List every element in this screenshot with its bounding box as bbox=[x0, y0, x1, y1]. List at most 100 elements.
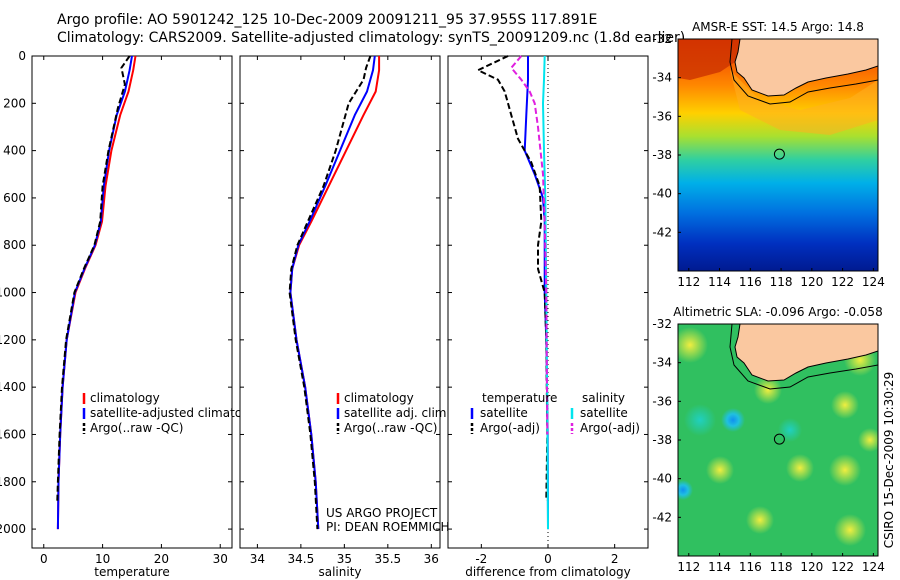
y-tick-label: 600 bbox=[3, 191, 26, 205]
panel-temperature: 0 10 20 30 0 200 400 600 800 1000 1200 1400 1600 1800… bbox=[0, 49, 268, 579]
legend-label: satellite bbox=[480, 406, 528, 420]
panel-sla-map: Altimetric SLA: -0.096 Argo: -0.058 112 11… bbox=[652, 305, 884, 574]
x-tick-label: 124 bbox=[862, 275, 885, 289]
series-line-argo-raw-qc- bbox=[56, 55, 131, 501]
legend-label: satellite-adjusted climatology bbox=[90, 406, 268, 420]
x-axis-label: difference from climatology bbox=[465, 565, 631, 579]
shelf-contour bbox=[729, 39, 878, 105]
y-tick-label: -42 bbox=[652, 510, 672, 524]
sla-anomaly bbox=[706, 456, 734, 484]
y-tick-label: -40 bbox=[652, 187, 672, 201]
panel-salinity: 34 34.5 35 35.5 36 salinity climatologysatelli… bbox=[239, 55, 450, 579]
x-tick-label: 118 bbox=[770, 560, 793, 574]
sla-anomaly bbox=[678, 480, 693, 500]
sla-anomaly bbox=[678, 327, 708, 363]
x-tick-label: 34.5 bbox=[288, 552, 315, 566]
x-tick-label: 0 bbox=[544, 552, 552, 566]
profile-title: Argo profile: AO 5901242_125 10-Dec-2009… bbox=[57, 12, 598, 28]
map-field bbox=[678, 39, 878, 271]
x-tick-label: 35 bbox=[337, 552, 352, 566]
x-tick-label: 30 bbox=[213, 552, 228, 566]
sla-anomaly bbox=[754, 376, 782, 404]
x-tick-label: 112 bbox=[677, 275, 700, 289]
x-tick-label: 114 bbox=[708, 275, 731, 289]
project-annotation: US ARGO PROJECT bbox=[326, 506, 438, 520]
plot-frame bbox=[239, 55, 441, 549]
legend-label: Argo(..raw -QC) bbox=[90, 421, 183, 435]
project-annotation: PI: DEAN ROEMMICH bbox=[326, 520, 449, 534]
x-tick-label: 124 bbox=[862, 560, 885, 574]
legend-label: satellite bbox=[580, 406, 628, 420]
y-tick-label: 400 bbox=[3, 144, 26, 158]
legend-label: climatology bbox=[344, 391, 414, 405]
x-tick-label: 116 bbox=[739, 560, 762, 574]
climatology-subtitle: Climatology: CARS2009. Satellite-adjuste… bbox=[57, 30, 686, 46]
sst-shelf-patch bbox=[730, 70, 878, 135]
legend-label: Argo(-adj) bbox=[480, 421, 540, 435]
y-tick-label: -32 bbox=[652, 32, 672, 46]
y-tick-label: -40 bbox=[652, 472, 672, 486]
argo-position-marker bbox=[773, 148, 785, 160]
x-tick-label: 2 bbox=[611, 552, 619, 566]
y-tick-label: -34 bbox=[652, 356, 672, 370]
y-tick-label: 1400 bbox=[0, 380, 26, 394]
x-tick-label: 120 bbox=[800, 560, 823, 574]
y-tick-label: -42 bbox=[652, 225, 672, 239]
x-tick-label: 112 bbox=[677, 560, 700, 574]
y-tick-label: -34 bbox=[652, 71, 672, 85]
x-tick-label: -2 bbox=[475, 552, 487, 566]
y-tick-label: 1800 bbox=[0, 475, 26, 489]
sla-anomaly bbox=[858, 428, 878, 452]
side-label: CSIRO 15-Dec-2009 10:30:29 bbox=[882, 372, 896, 549]
map-title: AMSR-E SST: 14.5 Argo: 14.8 bbox=[692, 20, 864, 34]
x-tick-label: 114 bbox=[708, 560, 731, 574]
y-tick-label: -36 bbox=[652, 109, 672, 123]
x-axis-label: salinity bbox=[318, 565, 361, 579]
x-tick-label: 20 bbox=[154, 552, 169, 566]
y-tick-label: -32 bbox=[652, 317, 672, 331]
sla-anomaly bbox=[831, 391, 859, 419]
x-tick-label: 122 bbox=[831, 560, 854, 574]
land-australia bbox=[734, 324, 878, 382]
x-tick-label: 116 bbox=[739, 275, 762, 289]
shelf-contour bbox=[729, 324, 878, 390]
x-tick-label: 118 bbox=[770, 275, 793, 289]
y-tick-label: -38 bbox=[652, 433, 672, 447]
x-tick-label: 0 bbox=[40, 552, 48, 566]
map-field bbox=[678, 324, 878, 556]
y-tick-label: 1200 bbox=[0, 333, 26, 347]
sla-anomaly bbox=[721, 408, 745, 432]
x-tick-label: 10 bbox=[95, 552, 110, 566]
y-tick-label: 800 bbox=[3, 238, 26, 252]
map-title: Altimetric SLA: -0.096 Argo: -0.058 bbox=[673, 305, 882, 319]
y-tick-label: -36 bbox=[652, 394, 672, 408]
sla-anomaly bbox=[778, 418, 802, 442]
legend-label: satellite adj. clim. bbox=[344, 406, 450, 420]
y-tick-label: 0 bbox=[18, 49, 26, 63]
legend-label: Argo(-adj) bbox=[580, 421, 640, 435]
argo-position-marker bbox=[773, 433, 785, 445]
x-tick-label: 36 bbox=[424, 552, 439, 566]
x-tick-label: 122 bbox=[831, 275, 854, 289]
legend-group-title: temperature bbox=[482, 391, 557, 405]
x-tick-label: 120 bbox=[800, 275, 823, 289]
y-tick-label: 1000 bbox=[0, 286, 26, 300]
y-tick-label: -38 bbox=[652, 148, 672, 162]
legend-group-title: salinity bbox=[582, 391, 625, 405]
y-tick-label: 200 bbox=[3, 96, 26, 110]
legend-label: climatology bbox=[90, 391, 160, 405]
panel-sst-map: AMSR-E SST: 14.5 Argo: 14.8 112 114 116 118 1… bbox=[652, 20, 884, 289]
y-tick-label: 1600 bbox=[0, 427, 26, 441]
x-tick-label: 34 bbox=[250, 552, 265, 566]
sla-anomaly bbox=[829, 454, 861, 486]
legend-label: Argo(..raw -QC) bbox=[344, 421, 437, 435]
sla-anomaly bbox=[834, 514, 866, 546]
x-tick-label: 35.5 bbox=[374, 552, 401, 566]
sla-anomaly bbox=[684, 404, 716, 436]
land-australia bbox=[734, 39, 878, 97]
sla-anomaly bbox=[786, 454, 814, 482]
plot-frame bbox=[31, 55, 233, 549]
sst-warm-patch bbox=[678, 39, 740, 80]
